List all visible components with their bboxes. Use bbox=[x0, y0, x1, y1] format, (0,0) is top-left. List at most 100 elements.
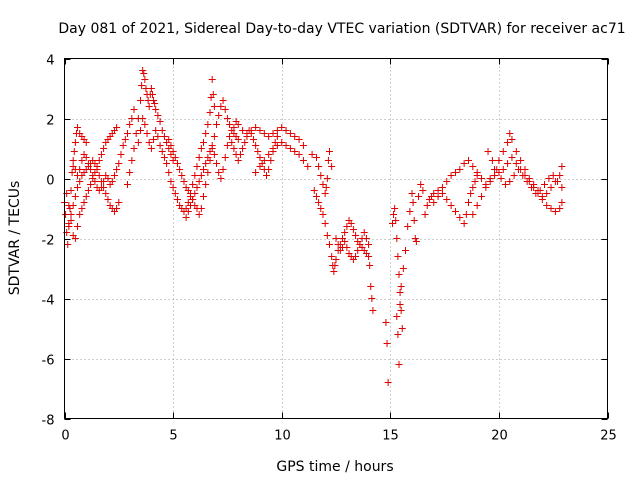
data-point bbox=[362, 235, 370, 242]
data-point bbox=[139, 67, 147, 74]
data-point bbox=[110, 172, 118, 179]
data-point bbox=[226, 133, 234, 140]
data-point bbox=[254, 148, 262, 155]
data-point bbox=[70, 148, 78, 155]
data-point bbox=[76, 166, 84, 173]
data-point bbox=[456, 214, 464, 221]
data-point bbox=[365, 253, 373, 260]
data-point bbox=[186, 202, 194, 209]
y-tick-label: 0 bbox=[46, 174, 54, 189]
data-point bbox=[66, 205, 74, 212]
data-point bbox=[347, 220, 355, 227]
data-point bbox=[411, 235, 419, 242]
data-point bbox=[366, 262, 374, 269]
data-point bbox=[100, 145, 108, 152]
data-point bbox=[141, 76, 149, 83]
data-point bbox=[324, 157, 332, 164]
data-point bbox=[154, 112, 162, 119]
data-point bbox=[126, 121, 134, 128]
data-point bbox=[556, 205, 564, 212]
data-point bbox=[74, 223, 82, 230]
data-point bbox=[330, 268, 338, 275]
data-point bbox=[137, 97, 145, 104]
data-point bbox=[341, 238, 349, 245]
data-point bbox=[223, 142, 231, 149]
data-point bbox=[65, 220, 73, 227]
data-point bbox=[76, 178, 84, 185]
data-point bbox=[87, 166, 95, 173]
data-point bbox=[488, 157, 496, 164]
data-point bbox=[230, 145, 238, 152]
data-point bbox=[265, 166, 273, 173]
data-point bbox=[478, 175, 486, 182]
y-tick-label: -2 bbox=[42, 234, 55, 249]
data-point bbox=[308, 151, 316, 158]
data-point bbox=[323, 175, 331, 182]
data-point bbox=[128, 115, 136, 122]
data-point bbox=[482, 184, 490, 191]
y-tick-label: -4 bbox=[42, 294, 55, 309]
data-point bbox=[447, 172, 455, 179]
data-point bbox=[138, 82, 146, 89]
data-point bbox=[219, 166, 227, 173]
data-point bbox=[239, 127, 247, 134]
data-point bbox=[341, 229, 349, 236]
data-point bbox=[140, 70, 148, 77]
data-point bbox=[382, 319, 390, 326]
data-point bbox=[438, 190, 446, 197]
data-point bbox=[219, 97, 227, 104]
data-point bbox=[87, 181, 95, 188]
data-point bbox=[256, 154, 264, 161]
data-point bbox=[393, 313, 401, 320]
data-point bbox=[223, 115, 231, 122]
data-point bbox=[165, 136, 173, 143]
data-point bbox=[556, 172, 564, 179]
data-point bbox=[95, 157, 103, 164]
x-tick-label: 0 bbox=[61, 429, 69, 444]
data-point bbox=[97, 184, 105, 191]
data-point bbox=[352, 253, 360, 260]
data-point bbox=[519, 172, 527, 179]
y-tick-label: -6 bbox=[42, 354, 55, 369]
plot-frame bbox=[64, 58, 608, 419]
data-point bbox=[321, 220, 329, 227]
data-point bbox=[317, 205, 325, 212]
data-point bbox=[241, 139, 249, 146]
data-point bbox=[82, 139, 90, 146]
data-point bbox=[121, 136, 129, 143]
data-point bbox=[160, 133, 168, 140]
data-point bbox=[74, 172, 82, 179]
data-point bbox=[130, 145, 138, 152]
data-point bbox=[217, 175, 225, 182]
data-point bbox=[117, 151, 125, 158]
data-point bbox=[543, 202, 551, 209]
data-point bbox=[104, 196, 112, 203]
data-point bbox=[397, 307, 405, 314]
data-point bbox=[406, 208, 414, 215]
data-point bbox=[171, 190, 179, 197]
data-point bbox=[299, 157, 307, 164]
data-point bbox=[399, 265, 407, 272]
data-point bbox=[323, 232, 331, 239]
data-point bbox=[95, 172, 103, 179]
data-point bbox=[510, 172, 518, 179]
data-point bbox=[517, 157, 525, 164]
data-point bbox=[282, 127, 290, 134]
data-point bbox=[497, 175, 505, 182]
data-point bbox=[402, 247, 410, 254]
data-point bbox=[165, 169, 173, 176]
data-point bbox=[504, 139, 512, 146]
data-point bbox=[206, 109, 214, 116]
data-point bbox=[295, 136, 303, 143]
data-point bbox=[543, 190, 551, 197]
data-point bbox=[508, 136, 516, 143]
x-tick-label: 15 bbox=[382, 429, 399, 444]
data-point bbox=[158, 148, 166, 155]
data-point bbox=[460, 160, 468, 167]
data-point bbox=[69, 202, 77, 209]
data-point bbox=[163, 160, 171, 167]
data-point bbox=[230, 124, 238, 131]
data-point bbox=[471, 178, 479, 185]
data-point bbox=[68, 169, 76, 176]
data-point bbox=[210, 103, 218, 110]
